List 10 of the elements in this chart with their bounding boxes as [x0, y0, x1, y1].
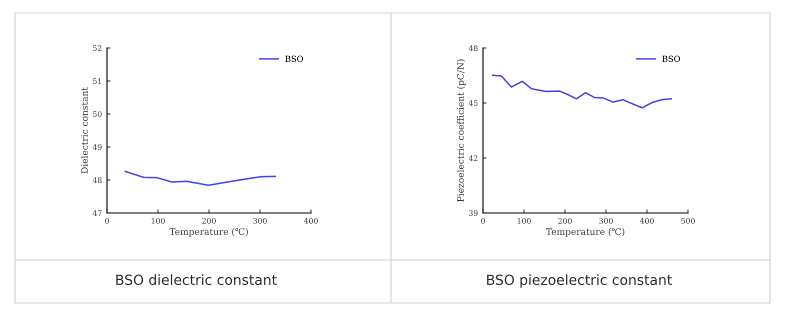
y-axis-title: Piezoelectric coefficient (pC/N)	[456, 59, 466, 202]
text: BSO piezoelectric constant	[487, 274, 672, 288]
line-series	[124, 170, 276, 186]
line-series	[492, 74, 672, 109]
x-axis-title: Temperature (℃)	[170, 228, 248, 237]
x-axis-title: Temperature (℃)	[546, 228, 624, 237]
legend-label: BSO	[285, 56, 304, 62]
legend-label: BSO	[662, 56, 680, 62]
text: BSO dielectric constant	[116, 274, 277, 286]
y-axis-title: Dielectric constant	[80, 87, 88, 174]
